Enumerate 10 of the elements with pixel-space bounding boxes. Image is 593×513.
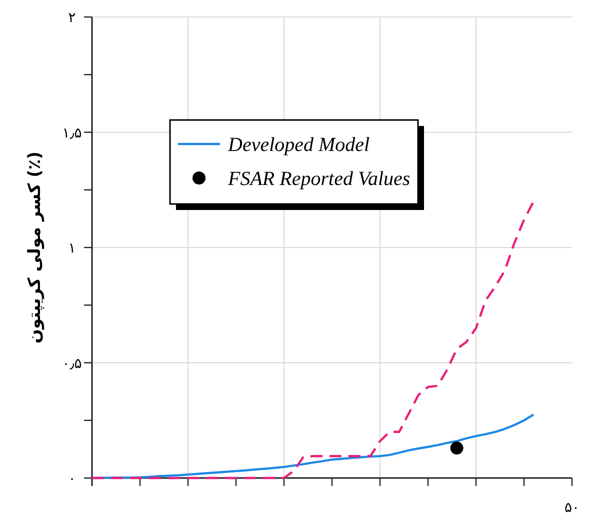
y-tick-label: ۲ <box>68 10 76 26</box>
text: ۵۰ <box>564 500 580 513</box>
y-tick-label: ۰٫۵ <box>62 356 82 372</box>
y-axis-title: کسر مولی کریپتون (٪) <box>25 151 45 344</box>
legend-label: FSAR Reported Values <box>227 168 410 190</box>
y-tick-label: ۱٫۵ <box>62 125 82 142</box>
y-tick-label: ۱ <box>68 240 76 256</box>
line-series <box>90 200 535 480</box>
legend-label: Developed Model <box>227 134 370 156</box>
y-tick-label: ۰ <box>68 471 76 487</box>
